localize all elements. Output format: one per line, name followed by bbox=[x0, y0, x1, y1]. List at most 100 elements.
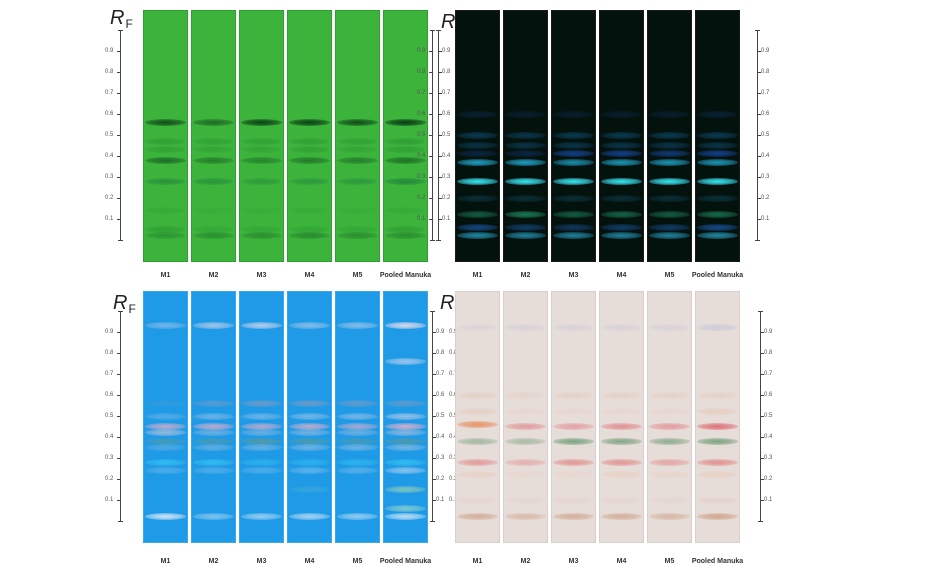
chromatography-band bbox=[144, 423, 187, 430]
rf-tick-label: 0.6 bbox=[105, 111, 114, 117]
chromatography-band bbox=[696, 391, 739, 399]
chromatography-band bbox=[336, 423, 379, 430]
lane-label: M3 bbox=[568, 558, 579, 565]
lane-label: M2 bbox=[208, 272, 219, 279]
chromatography-band bbox=[648, 496, 691, 504]
chromatography-band bbox=[336, 156, 379, 164]
chromatography-band bbox=[192, 458, 235, 466]
rf-tick bbox=[760, 500, 764, 501]
chromatography-band bbox=[288, 444, 331, 451]
rf-axis-title-sub: F bbox=[128, 302, 136, 316]
rf-tick bbox=[429, 156, 433, 157]
plate-lane-1 bbox=[455, 10, 500, 262]
chromatography-band bbox=[456, 391, 499, 399]
rf-tick-label: 0.9 bbox=[105, 329, 114, 335]
chromatography-band bbox=[144, 207, 187, 215]
chromatography-band bbox=[288, 226, 331, 233]
chromatography-band bbox=[696, 458, 739, 466]
chromatography-band bbox=[336, 437, 379, 445]
rf-tick-label: 0.1 bbox=[417, 216, 426, 222]
chromatography-band bbox=[144, 444, 187, 451]
chromatography-band bbox=[648, 232, 691, 240]
rf-tick-label: 0.6 bbox=[764, 392, 773, 398]
chromatography-band bbox=[240, 513, 283, 521]
chromatography-band bbox=[456, 110, 499, 118]
chromatography-band bbox=[696, 142, 739, 149]
chromatography-band bbox=[456, 158, 499, 166]
chromatography-band bbox=[144, 458, 187, 466]
rf-tick-label: 0.7 bbox=[442, 90, 451, 96]
rf-tick bbox=[757, 93, 761, 94]
chromatography-band bbox=[456, 471, 499, 479]
chromatography-band bbox=[696, 437, 739, 445]
rf-tick bbox=[438, 177, 442, 178]
rf-axis-cap bbox=[430, 311, 435, 312]
chromatography-band bbox=[456, 496, 499, 504]
chromatography-band bbox=[288, 322, 331, 330]
rf-tick-label: 0.8 bbox=[417, 69, 426, 75]
plate-lane-2 bbox=[191, 10, 236, 262]
chromatography-band bbox=[600, 223, 643, 231]
plate-lane-1 bbox=[143, 10, 188, 262]
chromatography-band bbox=[600, 471, 643, 479]
chromatography-band bbox=[648, 194, 691, 202]
rf-tick bbox=[117, 458, 121, 459]
rf-tick-label: 0.8 bbox=[764, 350, 773, 356]
lane-label: M5 bbox=[664, 272, 675, 279]
chromatography-band bbox=[456, 142, 499, 149]
chromatography-band bbox=[696, 471, 739, 479]
chromatography-band bbox=[648, 142, 691, 149]
rf-axis-title-main: R bbox=[113, 292, 128, 314]
chromatography-band bbox=[456, 324, 499, 332]
chromatography-band bbox=[288, 146, 331, 154]
chromatography-band bbox=[552, 142, 595, 149]
plate-lane-6 bbox=[695, 10, 740, 262]
chromatography-band bbox=[192, 226, 235, 233]
chromatography-band bbox=[552, 223, 595, 231]
chromatography-band bbox=[384, 156, 427, 164]
chromatography-band bbox=[696, 423, 739, 430]
rf-tick-label: 0.8 bbox=[761, 69, 770, 75]
chromatography-band bbox=[144, 437, 187, 445]
rf-tick-label: 0.2 bbox=[449, 476, 458, 482]
rf-tick-label: 0.4 bbox=[436, 434, 445, 440]
rf-tick-label: 0.6 bbox=[436, 392, 445, 398]
chromatography-band bbox=[336, 513, 379, 521]
chromatography-band bbox=[648, 223, 691, 231]
chromatography-band bbox=[696, 223, 739, 231]
plate-lane-4 bbox=[599, 291, 644, 543]
chromatography-band bbox=[456, 458, 499, 466]
chromatography-band bbox=[696, 324, 739, 332]
plate-lane-3 bbox=[551, 10, 596, 262]
rf-tick bbox=[757, 114, 761, 115]
chromatography-band bbox=[696, 211, 739, 219]
rf-tick-label: 0.9 bbox=[436, 329, 445, 335]
rf-tick bbox=[432, 353, 436, 354]
chromatography-band bbox=[696, 110, 739, 118]
chromatography-band bbox=[384, 486, 427, 493]
chromatography-band bbox=[144, 467, 187, 475]
rf-tick-label: 0.4 bbox=[105, 153, 114, 159]
chromatography-band bbox=[600, 513, 643, 521]
rf-tick bbox=[429, 219, 433, 220]
plate-lane-2 bbox=[503, 10, 548, 262]
lane-label: M1 bbox=[160, 558, 171, 565]
rf-tick bbox=[117, 219, 121, 220]
chromatography-band bbox=[456, 513, 499, 521]
rf-tick bbox=[432, 395, 436, 396]
chromatography-band bbox=[288, 437, 331, 445]
rf-tick-label: 0.2 bbox=[436, 476, 445, 482]
rf-tick-label: 0.3 bbox=[105, 455, 114, 461]
chromatography-band bbox=[240, 156, 283, 164]
rf-tick-label: 0.6 bbox=[442, 111, 451, 117]
chromatography-band bbox=[384, 458, 427, 466]
chromatography-band bbox=[336, 137, 379, 145]
chromatography-band bbox=[648, 131, 691, 139]
chromatography-band bbox=[192, 437, 235, 445]
chromatography-band bbox=[192, 444, 235, 451]
chromatography-band bbox=[288, 423, 331, 430]
lane-label: M1 bbox=[160, 272, 171, 279]
plate-lane-5 bbox=[335, 291, 380, 543]
lane-label: Pooled Manuka bbox=[691, 558, 744, 565]
chromatography-band bbox=[384, 429, 427, 437]
